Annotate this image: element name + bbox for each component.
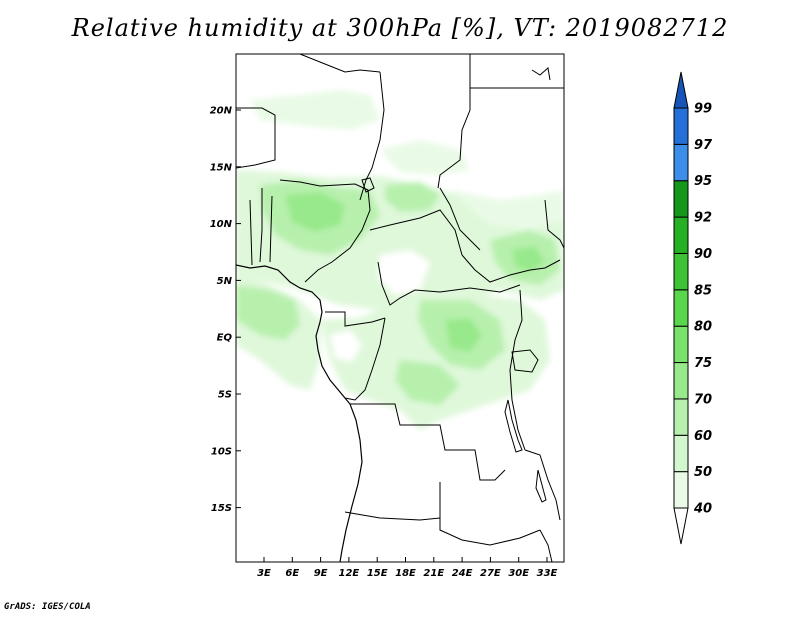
lat-tick-label: 10N <box>210 219 233 230</box>
border-nigeria-cameroon <box>279 179 371 283</box>
colorbar-level-label: 80 <box>694 320 712 335</box>
colorbar-swatch <box>673 252 689 291</box>
lat-tick-label: 15S <box>211 503 232 514</box>
lon-tick-label: 15E <box>367 568 388 579</box>
credit-label: GrADS: IGES/COLA <box>4 602 91 612</box>
border-morocco-algeria <box>299 54 381 73</box>
colorbar-swatch <box>673 325 689 364</box>
lake-chad <box>361 177 375 193</box>
shade-sahel-east <box>385 182 440 212</box>
border-drc-east <box>509 289 526 451</box>
lon-tick-label: 3E <box>257 568 271 579</box>
lon-tick-label: 9E <box>314 568 328 579</box>
lake-tanganyika <box>504 399 523 453</box>
chart-title: Relative humidity at 300hPa [%], VT: 201… <box>71 14 729 42</box>
colorbar-level-label: 92 <box>694 211 712 226</box>
border-sudan-chad <box>439 187 481 251</box>
colorbar-level-label: 99 <box>694 102 712 117</box>
border-cameroon-gabon <box>325 311 386 327</box>
longitude-axis: 3E 6E 9E 12E 15E 18E 21E 24E 27E 30E 33E <box>257 557 558 579</box>
lon-tick-label: 21E <box>423 568 444 579</box>
border-congo-drc <box>344 317 386 401</box>
colorbar-level-label: 40 <box>693 502 712 517</box>
colorbar-level-label: 97 <box>694 138 713 153</box>
colorbar-swatch <box>673 398 689 436</box>
colorbar: 40 50 60 70 75 80 85 90 92 95 97 99 <box>673 71 713 545</box>
border-angola-south <box>344 511 441 521</box>
colorbar-swatch <box>673 216 689 254</box>
map-frame <box>235 53 565 563</box>
lat-tick-label: 5N <box>217 276 233 287</box>
shade-drc-dark <box>445 318 482 352</box>
lon-tick-label: 24E <box>452 568 473 579</box>
border-zambia <box>439 482 541 546</box>
colorbar-level-label: 70 <box>694 392 712 407</box>
border-benin-togo <box>249 188 273 266</box>
hole-chad <box>378 250 430 295</box>
shade-drc-south <box>395 360 460 405</box>
colorbar-level-label: 90 <box>694 247 712 262</box>
border-tanzania <box>524 449 561 521</box>
lon-tick-label: 33E <box>537 568 558 579</box>
border-mozambique <box>539 529 553 562</box>
colorbar-level-label: 95 <box>694 174 712 189</box>
colorbar-swatch <box>673 289 689 327</box>
lat-tick-label: EQ <box>217 333 233 344</box>
coastline <box>236 264 363 562</box>
colorbar-swatch <box>673 434 689 473</box>
shade-cameroon-core <box>236 285 300 340</box>
lon-tick-label: 18E <box>395 568 416 579</box>
lon-tick-label: 27E <box>480 568 501 579</box>
lon-tick-label: 12E <box>339 568 360 579</box>
border-chad-car <box>369 209 463 256</box>
colorbar-swatch <box>673 107 689 145</box>
lon-tick-label: 30E <box>508 568 529 579</box>
shade-east-horn <box>450 190 564 230</box>
hole-gabon <box>330 330 362 362</box>
border-car-south <box>377 261 521 306</box>
border-ethiopia <box>544 199 564 249</box>
colorbar-swatch <box>673 362 689 400</box>
country-borders <box>236 54 564 562</box>
lat-tick-label: 15N <box>210 162 233 173</box>
colorbar-swatch <box>673 143 689 182</box>
border-south-sudan <box>461 254 561 283</box>
colorbar-level-label: 75 <box>694 356 712 371</box>
red-sea-coast <box>531 67 551 81</box>
colorbar-swatch <box>673 471 689 509</box>
shade-north-wisps-2 <box>380 140 470 175</box>
shade-sudan-dark <box>512 246 545 272</box>
lat-tick-label: 20N <box>210 106 233 117</box>
colorbar-bottom-arrow <box>673 507 689 545</box>
lake-victoria <box>511 349 539 373</box>
border-mali-niger <box>236 107 276 169</box>
lat-tick-label: 10S <box>211 446 232 457</box>
colorbar-swatch <box>673 180 689 218</box>
colorbar-level-label: 60 <box>694 429 712 444</box>
lake-malawi <box>535 469 547 503</box>
border-libya-egypt <box>437 54 471 189</box>
lat-tick-label: 5S <box>218 390 232 401</box>
humidity-shading <box>236 90 564 430</box>
colorbar-top-arrow <box>673 71 689 109</box>
colorbar-level-label: 85 <box>694 283 712 298</box>
shade-north-wisps <box>250 90 380 130</box>
shade-nigeria-dark <box>285 192 345 232</box>
lon-tick-label: 6E <box>285 568 299 579</box>
border-angola-drc <box>350 403 506 481</box>
border-niger-chad <box>359 71 385 201</box>
latitude-axis: 20N 15N 10N 5N EQ 5S 10S 15S <box>210 106 241 514</box>
colorbar-level-label: 50 <box>694 465 712 480</box>
